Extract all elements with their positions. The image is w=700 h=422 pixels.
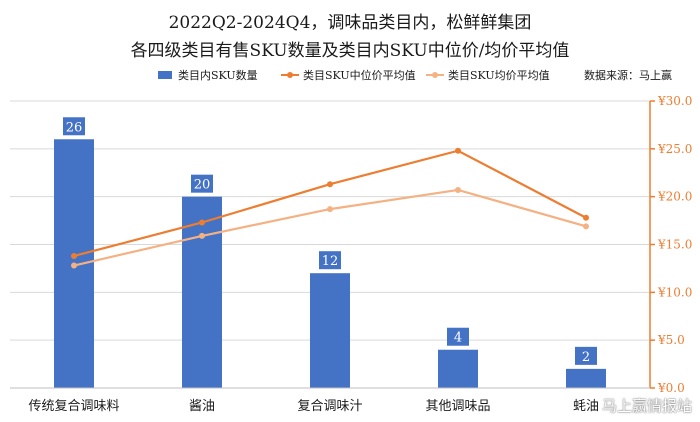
series-point xyxy=(199,219,205,226)
legend-swatch-marker xyxy=(287,72,293,78)
series-point xyxy=(199,232,205,239)
series-point xyxy=(327,206,333,213)
right-axis-tick-label: ¥25.0 xyxy=(657,142,692,156)
right-axis-tick-label: ¥15.0 xyxy=(657,238,692,252)
watermark: 马上赢情报站 xyxy=(601,397,692,415)
series-point xyxy=(327,181,333,188)
bar-label-box xyxy=(63,117,85,136)
legend-label: 类目内SKU数量 xyxy=(178,68,258,82)
x-axis-category-label: 其他调味品 xyxy=(425,399,490,414)
series-point xyxy=(71,252,77,259)
bar-label-box xyxy=(191,174,213,193)
bar-label-box xyxy=(319,251,341,270)
bar-data-label: 12 xyxy=(322,254,339,269)
series-line xyxy=(73,149,587,258)
bar-label-box xyxy=(575,346,597,365)
bar xyxy=(438,349,478,388)
source-note: 数据来源：马上赢 xyxy=(584,68,672,82)
right-axis-tick-label: ¥0.0 xyxy=(657,381,685,395)
bar-data-label: 2 xyxy=(582,350,590,365)
bar-data-label: 4 xyxy=(454,331,462,346)
right-axis-tick-label: ¥10.0 xyxy=(657,285,692,299)
x-axis-category-label: 复合调味汁 xyxy=(297,399,362,414)
bar xyxy=(310,273,350,388)
right-axis-tick-label: ¥5.0 xyxy=(657,333,685,347)
series-point xyxy=(583,223,589,230)
x-axis-category-label: 蚝油 xyxy=(573,399,599,414)
series-point xyxy=(583,214,589,221)
series-point xyxy=(455,147,461,154)
bar xyxy=(182,196,222,388)
legend-swatch-marker xyxy=(432,72,438,78)
bar xyxy=(566,368,606,388)
x-axis-category-label: 酱油 xyxy=(189,399,215,414)
bar-data-label: 26 xyxy=(66,120,83,135)
legend-label: 类目SKU中位价平均值 xyxy=(303,68,416,82)
bar-label-box xyxy=(447,327,469,346)
chart-title-line1: 2022Q2-2024Q4，调味品类目内，松鲜鲜集团 xyxy=(168,13,532,33)
bar-data-label: 20 xyxy=(194,178,211,193)
legend-label: 类目SKU均价平均值 xyxy=(448,68,550,82)
right-axis-tick-label: ¥30.0 xyxy=(657,94,692,108)
right-axis-tick-label: ¥20.0 xyxy=(657,190,692,204)
chart-title-line2: 各四级类目有售SKU数量及类目内SKU中位价/均价平均值 xyxy=(130,41,570,61)
legend-swatch-bar xyxy=(158,71,172,79)
series-point xyxy=(455,186,461,193)
series-point xyxy=(71,262,77,269)
x-axis-category-label: 传统复合调味料 xyxy=(28,399,119,414)
